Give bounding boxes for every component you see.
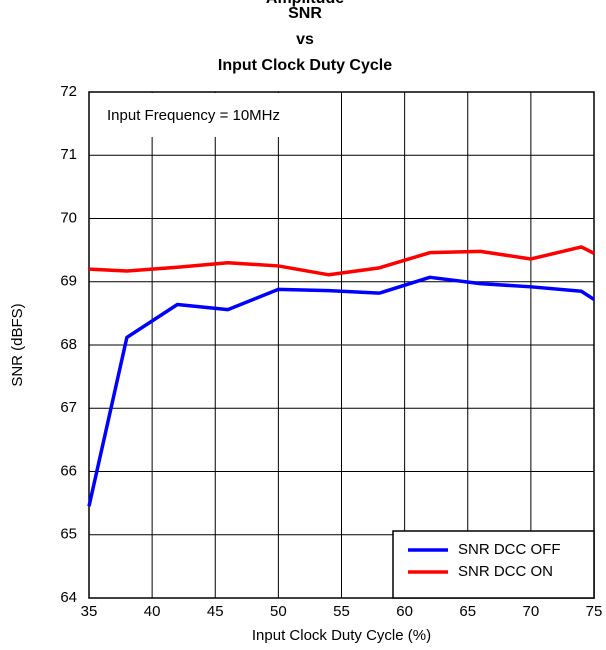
y-tick-label: 65 xyxy=(60,526,77,543)
y-axis-label: SNR (dBFS) xyxy=(9,303,26,386)
x-tick-label: 50 xyxy=(270,603,287,620)
chart-title: SNR xyxy=(288,5,322,22)
series-line xyxy=(87,275,595,507)
y-tick-label: 67 xyxy=(60,399,77,416)
plot-edge-mask xyxy=(595,92,606,598)
x-tick-label: 70 xyxy=(523,603,540,620)
chart-title: vs xyxy=(296,31,314,48)
x-tick-label: 45 xyxy=(207,603,224,620)
y-tick-label: 71 xyxy=(60,146,77,163)
chart-title: Amplitude xyxy=(266,0,344,7)
x-tick-label: 55 xyxy=(333,603,350,620)
chart-title: Input Clock Duty Cycle xyxy=(218,57,392,74)
legend-box xyxy=(392,530,595,599)
annotation-box xyxy=(90,93,340,137)
x-tick-label: 35 xyxy=(81,603,98,620)
x-tick-label: 75 xyxy=(586,603,603,620)
y-tick-label: 69 xyxy=(60,273,77,290)
y-tick-label: 64 xyxy=(60,589,77,606)
x-tick-label: 65 xyxy=(459,603,476,620)
annotation: Input Frequency = 10MHz xyxy=(107,107,280,124)
x-tick-label: 40 xyxy=(144,603,161,620)
y-tick-label: 70 xyxy=(60,209,77,226)
x-tick-label: 60 xyxy=(396,603,413,620)
y-tick-label: 68 xyxy=(60,336,77,353)
y-tick-label: 72 xyxy=(60,83,77,100)
y-tick-label: 66 xyxy=(60,462,77,479)
x-axis-label: Input Clock Duty Cycle (%) xyxy=(252,627,431,644)
legend-label: SNR DCC ON xyxy=(458,563,553,580)
plot-frame xyxy=(88,91,595,599)
legend-label: SNR DCC OFF xyxy=(458,541,561,558)
series-line xyxy=(88,245,595,277)
